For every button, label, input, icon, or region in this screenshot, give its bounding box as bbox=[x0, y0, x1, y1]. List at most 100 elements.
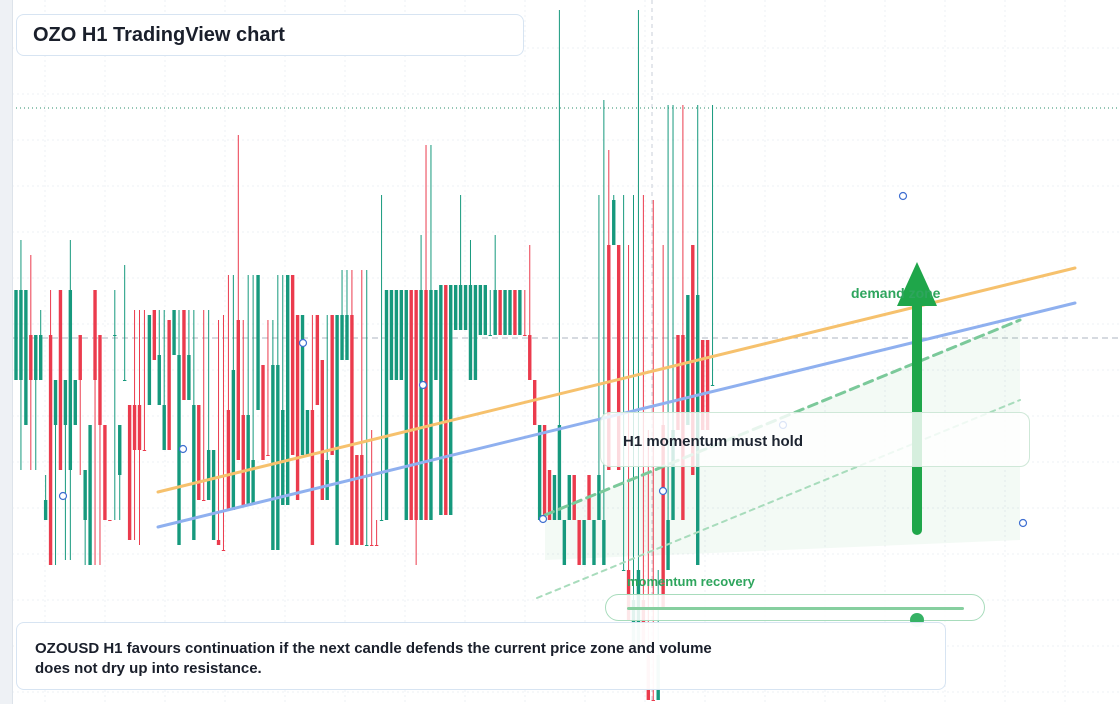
candle-body bbox=[127, 405, 132, 540]
candle-body bbox=[147, 315, 152, 405]
candle-body bbox=[320, 360, 324, 500]
momentum-callout: H1 momentum must hold bbox=[600, 412, 1030, 467]
candle-body bbox=[424, 290, 428, 520]
candle-body bbox=[621, 570, 626, 571]
page-title: OZO H1 TradingView chart bbox=[33, 24, 285, 46]
candle-body bbox=[365, 545, 369, 546]
summary-line-2: does not dry up into resistance. bbox=[35, 660, 262, 677]
candle-body bbox=[98, 335, 102, 425]
candle-body bbox=[202, 500, 206, 501]
candle-body bbox=[241, 415, 245, 505]
candle-body bbox=[705, 340, 710, 430]
candle-body bbox=[523, 335, 527, 336]
candle-body bbox=[419, 290, 423, 520]
candle-body bbox=[612, 200, 616, 245]
candle-body bbox=[449, 285, 453, 515]
candle-body bbox=[503, 290, 507, 335]
candle-body bbox=[315, 315, 320, 405]
candle-body bbox=[211, 450, 216, 540]
candle-body bbox=[187, 355, 191, 400]
candle-body bbox=[216, 540, 221, 545]
swing-marker bbox=[538, 514, 548, 524]
swing-marker bbox=[898, 191, 908, 201]
candle-body bbox=[261, 365, 265, 460]
candle-body bbox=[335, 315, 339, 545]
candle-body bbox=[251, 460, 255, 505]
candle-body bbox=[256, 275, 260, 410]
candle-body bbox=[562, 520, 567, 565]
momentum-track bbox=[627, 607, 964, 627]
candle-body bbox=[221, 550, 226, 551]
chart-left-rail bbox=[0, 0, 13, 704]
demand-zone-label: demand zone bbox=[851, 285, 941, 301]
candle-body bbox=[557, 425, 562, 520]
candle-body bbox=[48, 335, 53, 565]
candle-body bbox=[24, 290, 28, 425]
candle-body bbox=[360, 455, 364, 545]
candle-body bbox=[384, 290, 389, 520]
candle-body bbox=[444, 285, 448, 515]
candle-body bbox=[19, 290, 23, 380]
candle-body bbox=[63, 380, 68, 425]
title-card: OZO H1 TradingView chart bbox=[16, 14, 524, 56]
candle-body bbox=[68, 290, 73, 470]
candle-body bbox=[597, 475, 601, 520]
candle-body bbox=[325, 460, 329, 500]
candle-body bbox=[582, 520, 586, 565]
candle-body bbox=[458, 285, 463, 330]
candle-body bbox=[340, 315, 344, 360]
candle-body bbox=[394, 290, 399, 380]
candle-body bbox=[592, 520, 596, 565]
swing-marker bbox=[58, 491, 68, 501]
candle-body bbox=[266, 455, 270, 456]
candle-body bbox=[93, 290, 97, 380]
candle-body bbox=[290, 275, 295, 455]
candle-body bbox=[78, 335, 82, 380]
candle-body bbox=[473, 285, 478, 380]
candle-body bbox=[300, 315, 305, 455]
candle-body bbox=[29, 335, 33, 380]
candle-body bbox=[39, 335, 43, 380]
candle-body bbox=[276, 365, 280, 550]
candle-body bbox=[226, 410, 231, 510]
candle-body bbox=[118, 425, 122, 475]
candle-body bbox=[453, 285, 458, 330]
candle-body bbox=[355, 455, 359, 545]
candle-body bbox=[463, 285, 468, 330]
candle-body bbox=[137, 405, 142, 450]
candle-body bbox=[330, 315, 334, 455]
candle-body bbox=[14, 290, 18, 380]
momentum-recovery-label: momentum recovery bbox=[627, 574, 755, 589]
candle-body bbox=[197, 405, 201, 500]
candle-body bbox=[157, 355, 161, 405]
candle-body bbox=[547, 470, 552, 520]
candle-body bbox=[577, 520, 581, 565]
candle-body bbox=[686, 295, 690, 425]
candle-body bbox=[162, 405, 166, 450]
momentum-slider[interactable] bbox=[605, 594, 985, 627]
candle-body bbox=[700, 340, 705, 430]
candle-body bbox=[369, 545, 374, 546]
candle-body bbox=[572, 475, 576, 520]
candle-body bbox=[478, 285, 483, 335]
candle-body bbox=[236, 320, 240, 460]
candle-body bbox=[508, 290, 512, 335]
swing-marker bbox=[1018, 518, 1028, 528]
candle-body bbox=[231, 370, 236, 510]
candle-body bbox=[374, 545, 379, 546]
summary-line-1: OZOUSD H1 favours continuation if the ne… bbox=[35, 640, 712, 657]
candle-body bbox=[542, 425, 547, 520]
candle-body bbox=[172, 310, 176, 355]
candle-body bbox=[167, 320, 171, 450]
swing-marker bbox=[178, 444, 188, 454]
candle-body bbox=[295, 315, 300, 500]
candle-body bbox=[350, 315, 354, 545]
candle-body bbox=[567, 475, 571, 520]
candle-body bbox=[53, 380, 58, 425]
candle-body bbox=[43, 500, 48, 520]
candle-body bbox=[552, 475, 557, 520]
swing-marker bbox=[658, 486, 668, 496]
candle-body bbox=[468, 285, 473, 380]
candle-body bbox=[379, 520, 384, 521]
candle-body bbox=[488, 335, 492, 336]
